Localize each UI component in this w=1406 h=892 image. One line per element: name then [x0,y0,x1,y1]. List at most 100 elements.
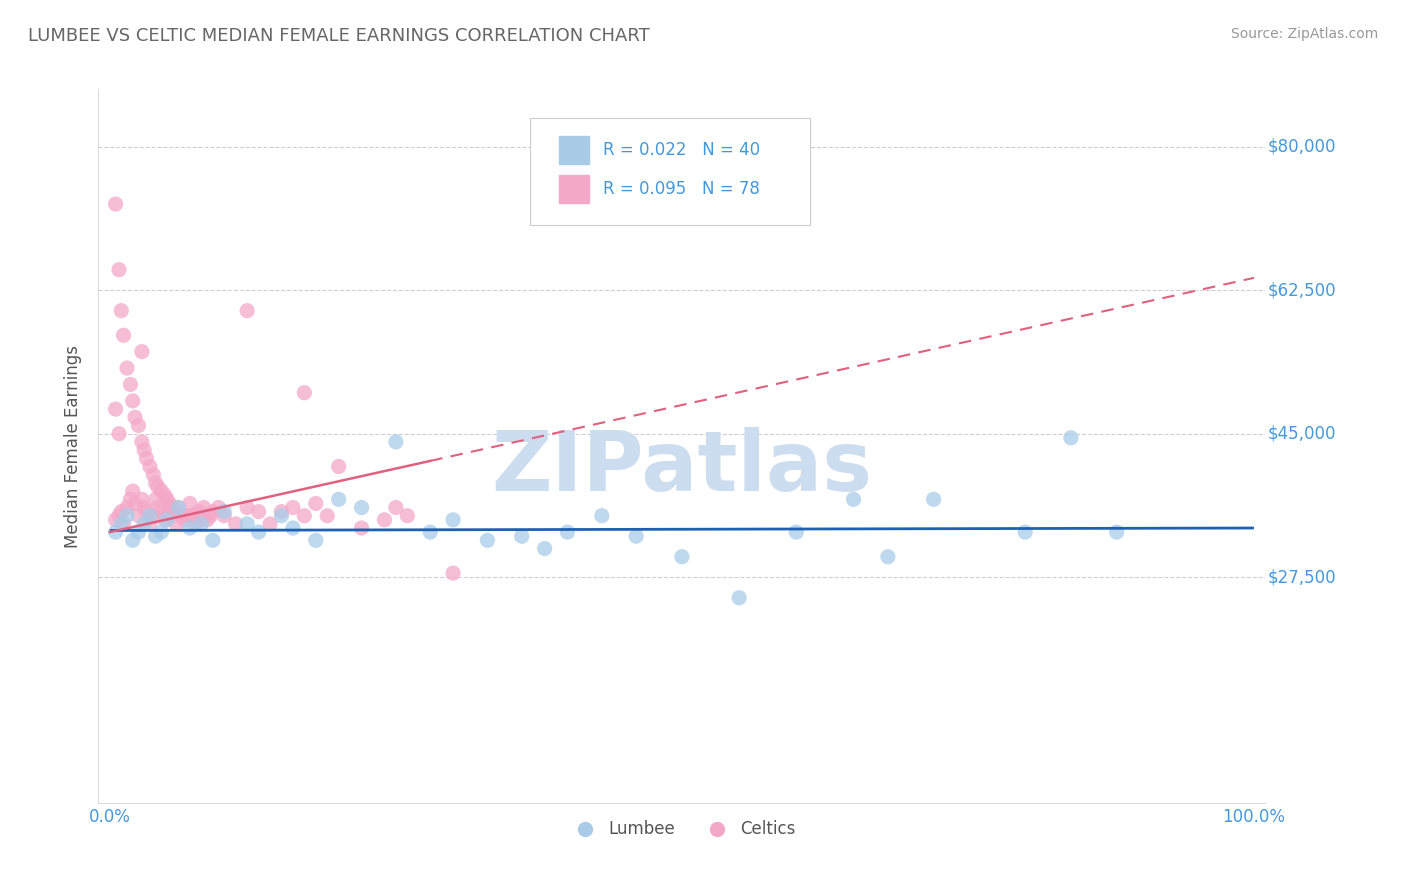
Point [150,525,173,540]
Point [131,344,153,359]
Point [162,500,184,515]
Point [139,508,162,523]
Point [112,516,135,531]
Point [259,516,281,531]
Point [120,492,142,507]
Bar [560,136,589,164]
FancyBboxPatch shape [530,118,810,225]
Point [134,443,156,458]
Text: $80,000: $80,000 [1268,137,1336,155]
Point [350,521,373,535]
Point [373,513,395,527]
Point [385,500,408,515]
Point [112,328,135,343]
Text: LUMBEE VS CELTIC MEDIAN FEMALE EARNINGS CORRELATION CHART: LUMBEE VS CELTIC MEDIAN FEMALE EARNINGS … [28,27,650,45]
Point [247,505,270,519]
Point [591,508,613,523]
Point [671,549,693,564]
Point [167,500,190,515]
Point [842,492,865,507]
Point [150,484,173,499]
Point [157,496,180,510]
Point [184,516,207,531]
Point [193,500,215,515]
Point [139,516,162,531]
Text: $45,000: $45,000 [1268,425,1336,442]
Point [131,434,153,449]
Point [292,385,315,400]
Point [350,500,373,515]
Point [173,513,195,527]
Point [135,451,157,466]
Point [170,508,193,523]
Point [510,529,533,543]
Point [247,525,270,540]
Point [121,533,143,548]
Point [153,513,176,527]
Point [270,508,292,523]
Point [1105,525,1128,540]
Point [270,505,292,519]
Point [179,496,201,510]
Point [108,508,131,523]
Point [146,480,169,494]
Point [115,361,138,376]
Point [115,508,138,523]
Point [108,262,131,277]
Point [110,303,132,318]
Point [156,492,179,507]
Point [127,525,149,540]
Point [156,513,179,527]
Point [201,505,224,519]
Point [533,541,555,556]
Point [131,492,153,507]
Point [922,492,945,507]
Point [104,513,127,527]
Point [328,492,350,507]
Point [190,516,212,531]
Text: R = 0.022   N = 40: R = 0.022 N = 40 [603,141,759,159]
Point [292,508,315,523]
Point [124,410,146,425]
Point [176,508,198,523]
Point [1014,525,1036,540]
Point [190,508,212,523]
Point [236,516,259,531]
Text: $27,500: $27,500 [1268,568,1336,586]
Point [167,500,190,515]
Point [188,505,211,519]
Text: R = 0.095   N = 78: R = 0.095 N = 78 [603,180,759,198]
Point [108,426,131,441]
Point [195,513,218,527]
Point [157,500,180,515]
Point [181,508,204,523]
Point [385,434,408,449]
Point [281,521,304,535]
Point [110,516,132,531]
Point [134,500,156,515]
Point [145,492,167,507]
Point [104,197,127,211]
Point [214,508,236,523]
Point [127,418,149,433]
Bar [560,175,589,203]
Point [1060,431,1083,445]
Point [225,516,247,531]
Point [145,475,167,490]
Point [115,500,138,515]
Point [201,533,224,548]
Point [728,591,751,605]
Point [135,505,157,519]
Point [876,549,898,564]
Point [139,459,162,474]
Text: $62,500: $62,500 [1268,281,1336,299]
Point [305,496,328,510]
Point [179,521,201,535]
Point [396,508,419,523]
Point [477,533,499,548]
Point [785,525,807,540]
Point [142,508,165,523]
Legend: Lumbee, Celtics: Lumbee, Celtics [561,814,803,845]
Point [146,500,169,515]
Point [150,505,173,519]
